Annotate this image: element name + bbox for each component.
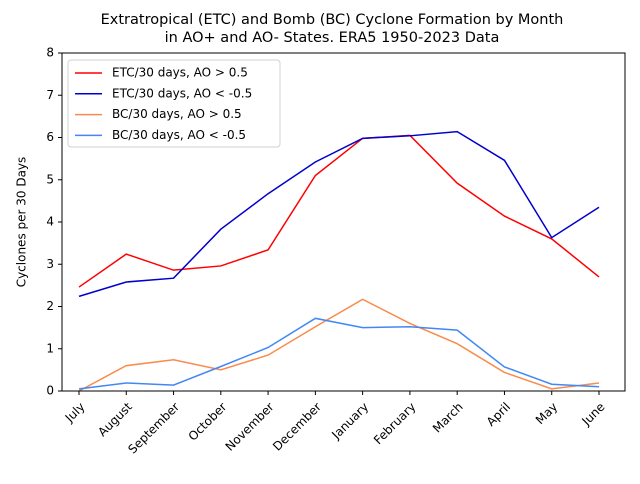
legend-label: ETC/30 days, AO < -0.5	[112, 86, 252, 100]
y-tick-label: 2	[46, 299, 54, 313]
legend-label: BC/30 days, AO > 0.5	[112, 107, 242, 121]
chart-title: Extratropical (ETC) and Bomb (BC) Cyclon…	[101, 12, 564, 28]
y-tick-label: 6	[46, 130, 54, 144]
legend-label: ETC/30 days, AO > 0.5	[112, 66, 248, 80]
series-line	[78, 317, 600, 390]
y-tick-label: 0	[46, 384, 54, 398]
plot-frame	[61, 52, 626, 392]
y-tick-label: 7	[46, 88, 54, 102]
series-line	[78, 298, 600, 392]
legend-box	[67, 59, 281, 148]
series-line	[78, 130, 600, 298]
y-tick-label: 5	[46, 172, 54, 186]
y-tick-label: 4	[46, 215, 54, 229]
series-line	[78, 134, 600, 288]
y-tick-label: 3	[46, 257, 54, 271]
chart-title: in AO+ and AO- States. ERA5 1950-2023 Da…	[165, 30, 500, 46]
legend-label: BC/30 days, AO < -0.5	[112, 128, 246, 142]
y-tick-label: 8	[46, 46, 54, 60]
y-tick-label: 1	[46, 341, 54, 355]
y-axis-label: Cyclones per 30 Days	[15, 157, 29, 288]
